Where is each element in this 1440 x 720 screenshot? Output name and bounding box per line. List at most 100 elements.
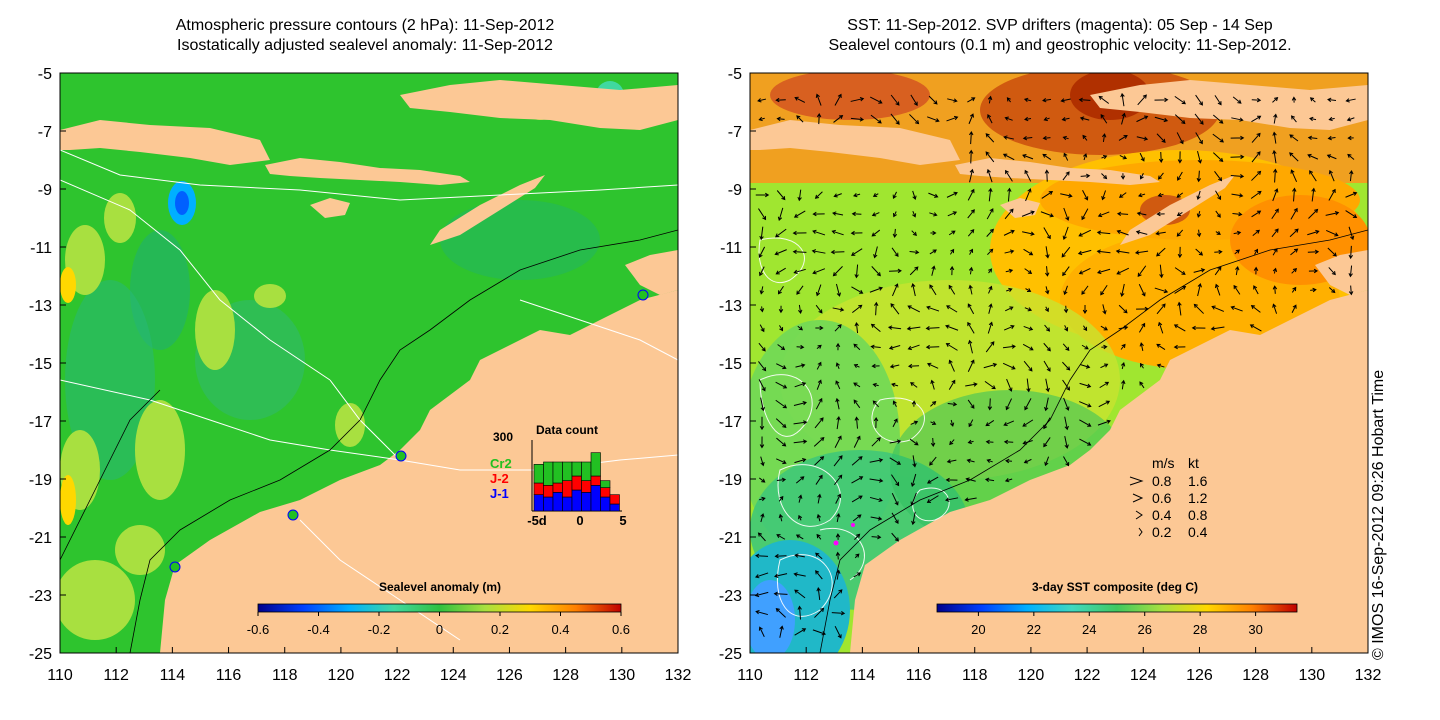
velocity-arrow: [1062, 379, 1071, 391]
velocity-arrow: [1272, 149, 1277, 164]
x-tick-label: 110: [737, 667, 763, 684]
velocity-arrow: [912, 190, 917, 200]
velocity-arrow: [1349, 169, 1354, 182]
y-tick-label: -19: [719, 472, 742, 489]
velocity-arrow: [987, 398, 993, 411]
velocity-arrow: [1079, 438, 1092, 446]
y-tick-label: -25: [29, 646, 52, 663]
velocity-arrow: [1062, 343, 1070, 351]
tide-gauge-marker: [637, 289, 649, 301]
data-count-x-label: 5: [619, 513, 626, 528]
velocity-arrow: [1154, 287, 1169, 294]
colorbar-tick-label: 24: [1082, 622, 1096, 637]
velocity-arrow: [969, 248, 974, 255]
y-tick-label: -13: [719, 298, 742, 315]
velocity-arrow: [1062, 171, 1070, 181]
velocity-arrow: [969, 168, 975, 183]
velocity-arrow: [1251, 115, 1262, 123]
velocity-arrow: [816, 513, 821, 522]
colorbar-tick-label: 0.6: [612, 622, 630, 637]
velocity-arrow: [967, 399, 975, 409]
velocity-arrow: [1080, 364, 1091, 369]
velocity-arrow: [929, 456, 937, 466]
velocity-arrow: [985, 420, 995, 427]
velocity-arrow: [1328, 169, 1335, 182]
velocity-arrow: [792, 230, 807, 236]
velocity-arrow: [1003, 420, 1015, 427]
velocity-arrow: [1272, 303, 1278, 314]
x-tick-label: 132: [665, 667, 692, 684]
colorbar-tick-label: 26: [1137, 622, 1151, 637]
velocity-arrow: [1251, 170, 1262, 181]
velocity-arrow: [1139, 152, 1145, 162]
velocity-arrow: [775, 418, 787, 428]
velocity-arrow: [967, 339, 973, 354]
velocity-arrow: [1253, 266, 1259, 275]
right-title-line2: Sealevel contours (0.1 m) and geostrophi…: [828, 37, 1292, 54]
data-count-bar-j2: [581, 480, 592, 493]
velocity-arrow: [1173, 324, 1186, 332]
velocity-arrow: [1118, 304, 1128, 314]
velocity-arrow: [797, 189, 802, 202]
velocity-arrow: [1024, 268, 1033, 274]
velocity-arrow: [1250, 305, 1261, 313]
velocity-arrow: [911, 283, 916, 297]
velocity-arrow: [887, 325, 902, 330]
sst-land: [750, 80, 1368, 653]
velocity-arrow: [1193, 303, 1204, 314]
velocity-arrow: [928, 192, 939, 198]
velocity-arrow: [948, 359, 955, 372]
velocity-arrow: [891, 283, 899, 297]
velocity-arrow: [758, 379, 766, 392]
velocity-arrow: [851, 456, 863, 466]
velocity-arrow: [776, 116, 785, 122]
velocity-arrow: [835, 380, 841, 390]
velocity-arrow: [854, 553, 860, 559]
velocity-arrow: [1082, 304, 1088, 315]
velocity-arrow: [815, 93, 822, 106]
left-panel-title: Atmospheric pressure contours (2 hPa): 1…: [60, 16, 670, 56]
velocity-arrow: [926, 362, 939, 369]
velocity-arrow: [1156, 363, 1165, 368]
velocity-arrow: [797, 325, 803, 331]
velocity-arrow: [777, 344, 786, 351]
velocity-arrow: [1328, 116, 1335, 122]
velocity-arrow: [1026, 378, 1031, 393]
velocity-arrow: [1271, 228, 1279, 238]
velocity-arrow: [1043, 437, 1051, 448]
velocity-arrow: [1215, 231, 1221, 235]
velocity-arrow: [1118, 135, 1128, 141]
velocity-arrow: [776, 477, 787, 483]
velocity-arrow: [985, 133, 995, 143]
colorbar-tick-label: 20: [971, 622, 985, 637]
velocity-arrow: [1044, 169, 1050, 182]
velocity-arrow: [775, 267, 786, 275]
velocity-arrow: [911, 230, 917, 237]
velocity-arrow: [964, 497, 977, 502]
velocity-arrow: [1230, 154, 1245, 160]
velocity-arrow: [1120, 92, 1125, 107]
velocity-arrow: [830, 249, 845, 255]
velocity-arrow: [835, 551, 841, 560]
velocity-arrow: [949, 419, 955, 427]
cape-york-fragment: [625, 250, 678, 295]
velocity-arrow: [967, 321, 975, 334]
velocity-arrow: [1289, 134, 1299, 142]
velocity-arrow: [968, 266, 974, 275]
shelf-contour: [60, 389, 161, 561]
velocity-arrow: [1155, 231, 1166, 236]
velocity-arrow: [873, 246, 878, 259]
velocity-arrow: [1081, 285, 1089, 295]
velocity-arrow: [793, 268, 806, 275]
velocity-arrow: [1291, 304, 1297, 313]
velocity-arrow: [985, 151, 995, 163]
velocity-arrow: [796, 115, 804, 123]
velocity-arrow: [1062, 135, 1069, 141]
velocity-arrow: [1174, 95, 1186, 105]
x-tick-label: 126: [496, 667, 523, 684]
velocity-arrow: [1003, 324, 1015, 331]
lesser-sunda-islands: [955, 158, 1160, 185]
velocity-arrow: [1214, 283, 1221, 296]
velocity-arrow: [1176, 192, 1184, 198]
velocity-legend-arrow: [1138, 527, 1143, 537]
